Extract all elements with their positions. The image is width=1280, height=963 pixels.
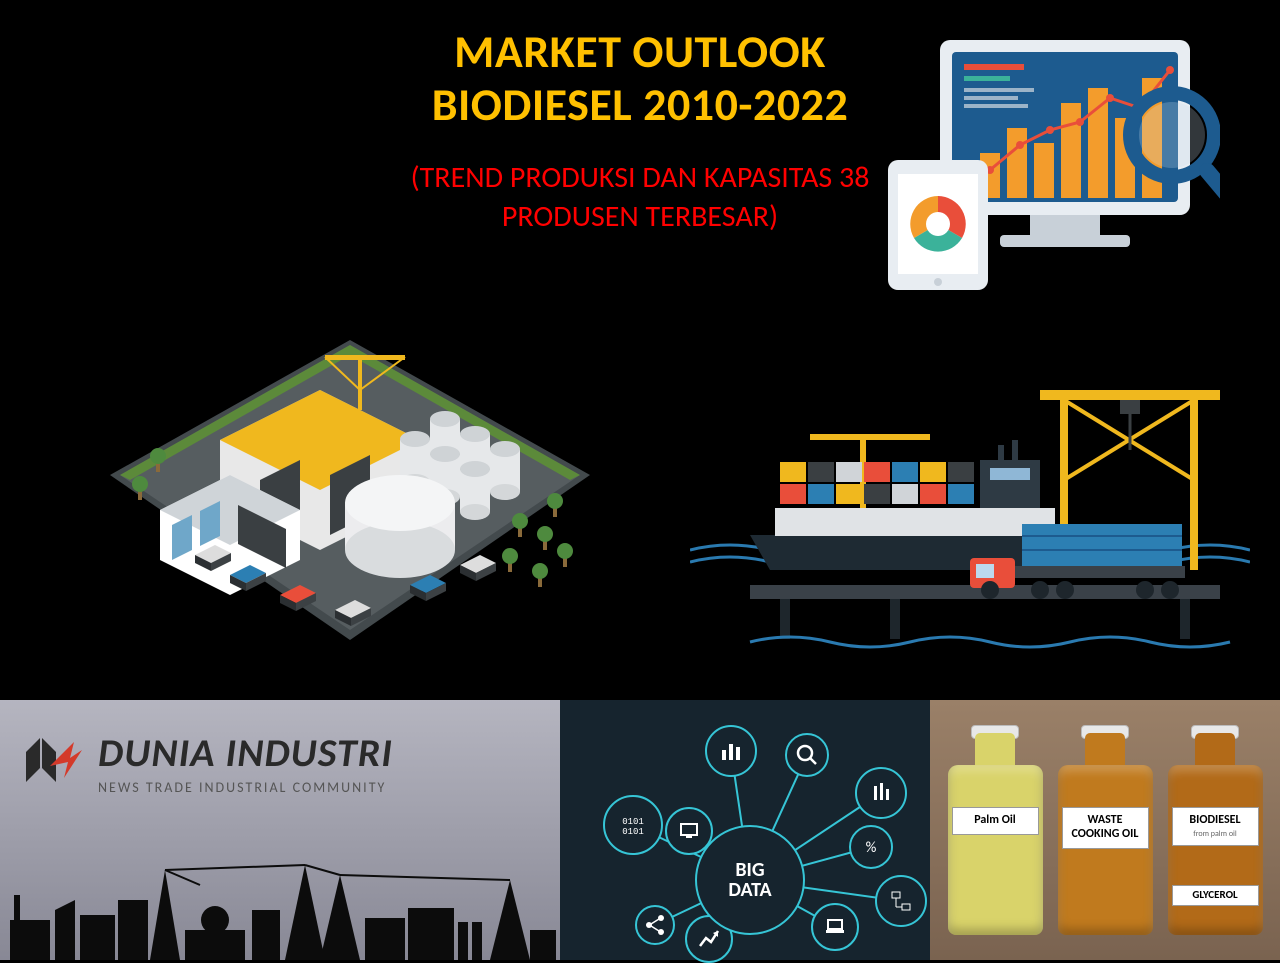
bottles-panel: Palm Oil WASTE COOKING OIL BIODIESELfrom…	[930, 700, 1280, 960]
bigdata-node-percent-icon: %	[849, 825, 893, 869]
bigdata-node-laptop-icon	[811, 903, 859, 951]
bigdata-node-bars-icon	[705, 725, 757, 777]
bigdata-node-candles-icon	[855, 767, 907, 819]
title-line-2: BIODIESEL 2010-2022	[432, 77, 849, 133]
bigdata-center: BIGDATA	[695, 825, 805, 935]
bigdata-node-search-icon	[785, 733, 829, 777]
brand: DUNIA INDUSTRI NEWS TRADE INDUSTRIAL COM…	[20, 728, 393, 796]
brand-name: DUNIA INDUSTRI	[98, 728, 393, 777]
bigdata-graphic: 01010101% BIGDATA	[575, 715, 915, 945]
title-line-1: MARKET OUTLOOK	[454, 24, 826, 80]
brand-arrow-icon	[20, 732, 90, 792]
bigdata-label-2: DATA	[728, 878, 771, 902]
svg-text:0101: 0101	[622, 817, 644, 827]
port-graphic	[690, 380, 1250, 670]
footer: DUNIA INDUSTRI NEWS TRADE INDUSTRIAL COM…	[0, 700, 1280, 960]
svg-text:%: %	[866, 839, 877, 857]
factory-graphic	[100, 300, 600, 660]
bottle-label: WASTE COOKING OIL	[1062, 807, 1149, 849]
bigdata-node-flow-icon	[875, 875, 927, 927]
svg-text:0101: 0101	[622, 827, 644, 837]
footer-brand-panel: DUNIA INDUSTRI NEWS TRADE INDUSTRIAL COM…	[0, 700, 560, 960]
bigdata-panel: 01010101% BIGDATA	[560, 700, 930, 960]
brand-tagline: NEWS TRADE INDUSTRIAL COMMUNITY	[98, 779, 393, 796]
bigdata-node-binary-icon: 01010101	[603, 795, 663, 855]
industrial-silhouette-icon	[0, 840, 560, 960]
bigdata-node-share-icon	[635, 905, 675, 945]
bottle-label: Palm Oil	[952, 807, 1039, 835]
bottle-0: Palm Oil	[948, 725, 1043, 935]
bottle-1: WASTE COOKING OIL	[1058, 725, 1153, 935]
bottle-label: BIODIESELfrom palm oil	[1172, 807, 1259, 846]
bottle-2: BIODIESELfrom palm oil GLYCEROL	[1168, 725, 1263, 935]
analytics-graphic	[880, 30, 1220, 300]
subtitle-line-2: PRODUSEN TERBESAR)	[502, 198, 778, 235]
subtitle-line-1: (TREND PRODUKSI DAN KAPASITAS 38	[411, 159, 870, 196]
